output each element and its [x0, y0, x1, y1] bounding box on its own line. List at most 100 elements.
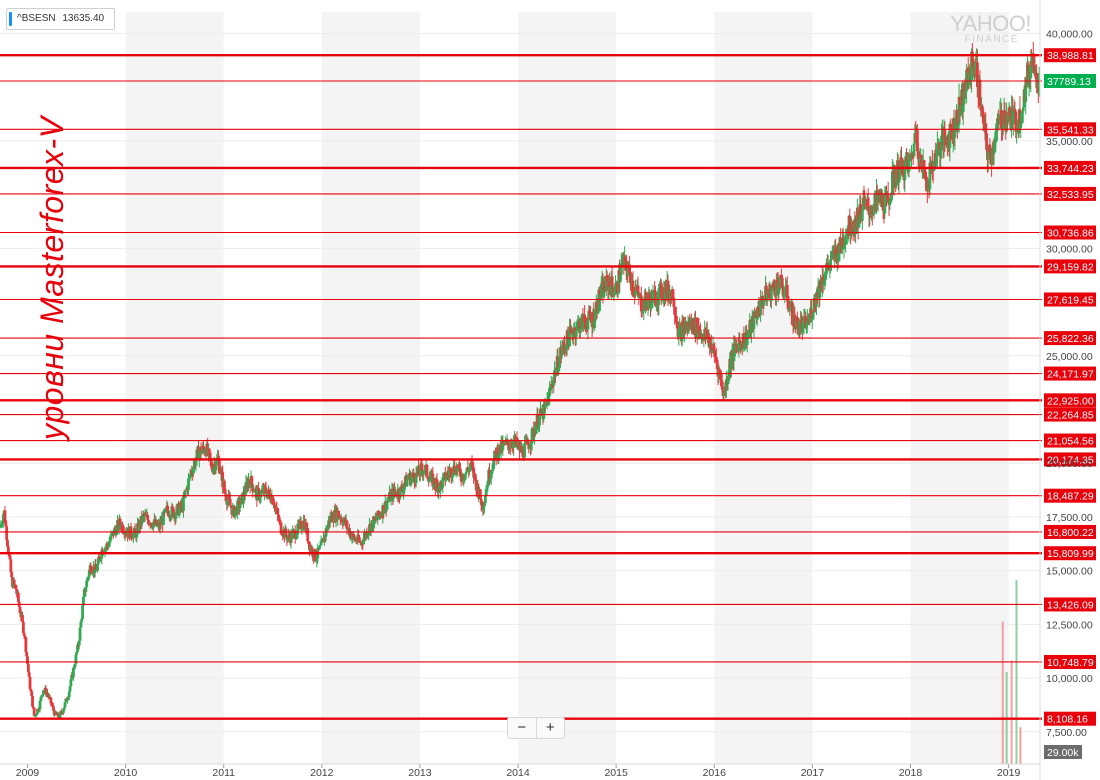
candle-body [745, 334, 749, 346]
ticker-box[interactable]: ^BSESN 13635.40 [6, 8, 116, 30]
candle-body [896, 160, 900, 183]
candle-body [989, 152, 993, 165]
candle-body [719, 379, 723, 382]
candle-body [109, 534, 113, 541]
candle-body [461, 473, 465, 482]
candle-body [24, 637, 28, 653]
candle-body [674, 316, 678, 323]
candle-body [171, 506, 175, 509]
candle-body [829, 260, 833, 263]
candle-body [954, 117, 958, 133]
candle-body [392, 487, 396, 499]
candle-body [910, 153, 914, 156]
candle-body [965, 69, 968, 92]
candle-body [84, 587, 88, 592]
candle-body [967, 71, 971, 86]
candle-body [172, 508, 175, 518]
candle-body [678, 326, 682, 330]
zoom-out-button[interactable]: − [517, 719, 527, 736]
candle-body [296, 523, 300, 535]
watermark-text: уровни Masterforex-V [34, 116, 70, 440]
candle-body [801, 320, 805, 334]
candle-body [492, 459, 496, 469]
candle-body [639, 295, 643, 312]
candle-body [426, 476, 430, 479]
candle-body [614, 285, 617, 294]
y-tick-label: 30,000.00 [1046, 243, 1093, 255]
candle-body [781, 288, 785, 297]
candle-body [34, 715, 38, 717]
candle-body [244, 481, 248, 494]
candle-body [115, 525, 119, 536]
candle-body [634, 289, 638, 291]
candle-body [1018, 109, 1022, 128]
candle-body [183, 491, 187, 497]
year-band [518, 12, 617, 764]
candle-body [489, 471, 493, 478]
candle-body [548, 388, 551, 392]
candle-body [4, 523, 8, 527]
candle-body [586, 320, 590, 330]
candle-body [747, 330, 751, 333]
candle-body [552, 377, 556, 386]
level-label: 13,426.09 [1047, 599, 1094, 611]
candle-body [818, 280, 822, 299]
candle-body [445, 472, 449, 478]
y-tick-label: 7,500.00 [1046, 727, 1087, 739]
candle-body [889, 200, 893, 202]
candle-body [942, 130, 946, 151]
candle-body [463, 473, 467, 480]
candle-body [301, 528, 305, 530]
candle-body [221, 472, 225, 488]
candle-body [767, 293, 771, 295]
candle-body [830, 252, 833, 261]
candle-body [372, 517, 376, 529]
candle-body [446, 472, 450, 474]
candle-body [810, 317, 814, 321]
candle-body [98, 557, 102, 560]
candle-body [849, 235, 853, 237]
candle-body [985, 133, 988, 150]
candle-body [0, 523, 4, 525]
candle-body [530, 428, 534, 444]
candle-body [757, 306, 761, 315]
candle-body [82, 589, 86, 597]
candle-body [31, 706, 35, 708]
candle-body [1, 522, 4, 524]
candle-body [354, 539, 358, 542]
level-label-bg [1044, 186, 1096, 201]
zoom-in-button[interactable]: + [535, 718, 565, 738]
candle-body [295, 534, 299, 539]
candle-body [790, 302, 794, 325]
candle-body [247, 479, 250, 488]
candle-body [458, 468, 462, 477]
candle-body [588, 310, 592, 314]
candle-body [924, 178, 928, 180]
candle-body [780, 274, 783, 279]
level-label: 18,487.29 [1047, 491, 1094, 503]
candle-body [521, 448, 525, 457]
candle-body [705, 329, 709, 340]
candle-body [237, 500, 241, 508]
candle-body [15, 589, 19, 594]
candle-body [610, 276, 614, 287]
candle-body [844, 236, 848, 245]
candle-body [920, 154, 923, 169]
candle-body [103, 547, 107, 553]
candle-body [41, 690, 45, 695]
candle-body [890, 171, 894, 195]
candle-body [538, 415, 541, 426]
candle-body [218, 473, 222, 475]
candle-body [848, 215, 852, 236]
candle-body [441, 477, 445, 488]
candle-body [182, 496, 186, 498]
candle-body [3, 510, 7, 524]
candle-body [259, 491, 263, 498]
candle-body [497, 455, 501, 459]
candle-body [483, 495, 487, 504]
candle-body [89, 565, 93, 573]
candle-body [50, 703, 54, 705]
candle-body [76, 644, 79, 652]
level-label: 15,809.99 [1047, 548, 1094, 560]
